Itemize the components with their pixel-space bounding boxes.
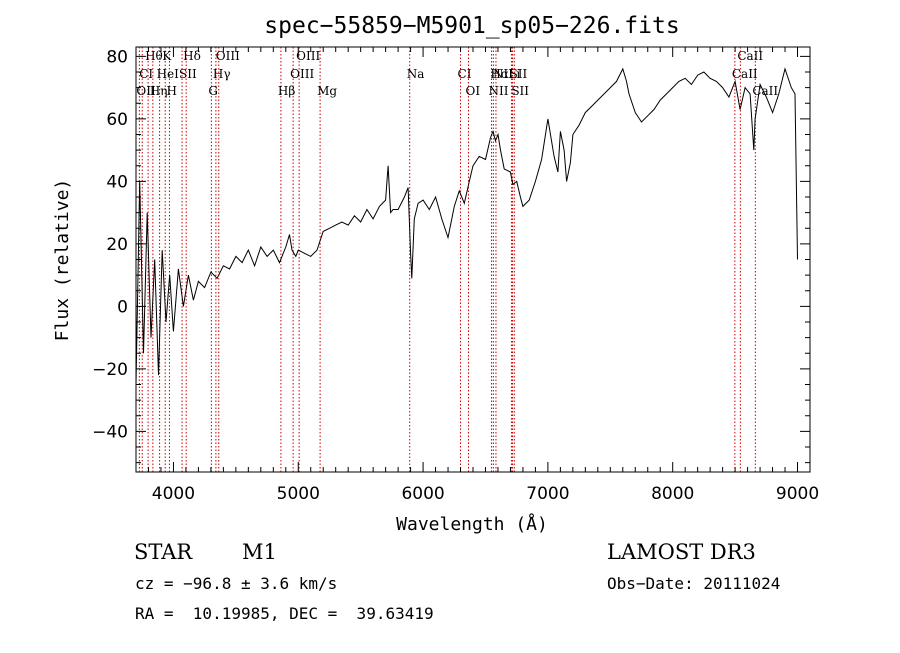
line-marker-label: SII [511, 84, 529, 98]
x-tick-label: 5000 [277, 484, 320, 504]
line-marker-label: K [162, 49, 172, 63]
observation-date: Obs−Date: 20111024 [607, 574, 781, 593]
line-marker-label: NII [488, 84, 508, 98]
x-axis: 4000 5000 6000 7000 8000 9000 [135, 47, 819, 504]
line-marker-label: SII [510, 67, 528, 81]
line-marker-label: CI [458, 67, 472, 81]
y-axis-label: Flux (relative) [52, 179, 73, 342]
line-marker-label: CI [139, 67, 153, 81]
y-tick-label: −40 [92, 422, 128, 442]
line-marker-label: HeI [157, 67, 180, 81]
line-marker-label: Hβ [278, 84, 295, 98]
line-marker-label: OIII [290, 67, 314, 81]
coordinates: RA = 10.19985, DEC = 39.63419 [135, 604, 434, 623]
y-tick-label: 0 [117, 297, 128, 317]
line-marker-label: Mg [317, 84, 337, 98]
y-axis: −40 −20 0 20 40 60 80 [92, 47, 810, 464]
line-marker-label: OI [466, 84, 481, 98]
y-tick-label: −20 [92, 360, 128, 380]
redshift-velocity: cz = −96.8 ± 3.6 km/s [135, 574, 338, 593]
line-marker-lines [138, 47, 756, 472]
chart-title: spec−55859−M5901_sp05−226.fits [264, 13, 679, 39]
line-marker-label: OIII [296, 49, 320, 63]
line-marker-label: OII [136, 84, 156, 98]
line-marker-label: Na [407, 67, 425, 81]
y-tick-label: 20 [106, 235, 128, 255]
line-marker-label: OIII [216, 49, 240, 63]
object-type: STAR [134, 540, 193, 564]
x-tick-label: 7000 [526, 484, 569, 504]
line-marker-label: Hα [490, 67, 509, 81]
line-marker-label: NII [493, 67, 513, 81]
x-axis-label: Wavelength (Å) [396, 513, 548, 535]
line-marker-label: Hγ [213, 67, 231, 81]
line-marker-label: G [208, 84, 218, 98]
x-tick-label: 6000 [401, 484, 444, 504]
line-marker-label: SII [179, 67, 197, 81]
x-tick-label: 4000 [152, 484, 195, 504]
y-tick-label: 40 [106, 172, 128, 192]
line-marker-label: H [166, 84, 176, 98]
x-tick-label: 8000 [651, 484, 694, 504]
spectrum-line [135, 67, 798, 385]
plot-frame [135, 46, 811, 473]
y-tick-label: 80 [106, 47, 128, 67]
y-tick-label: 60 [106, 110, 128, 130]
object-subclass: M1 [242, 540, 277, 564]
line-marker-label: Hη [150, 84, 168, 98]
line-marker-label: Li [508, 67, 520, 81]
line-marker-label: CaII [737, 49, 763, 63]
line-marker-label: CaII [732, 67, 758, 81]
x-tick-label: 9000 [776, 484, 819, 504]
line-marker-label: CaII [752, 84, 778, 98]
line-marker-label: Hδ [183, 49, 201, 63]
line-marker-label: Hθ [145, 49, 163, 63]
survey-name: LAMOST DR3 [607, 540, 756, 564]
